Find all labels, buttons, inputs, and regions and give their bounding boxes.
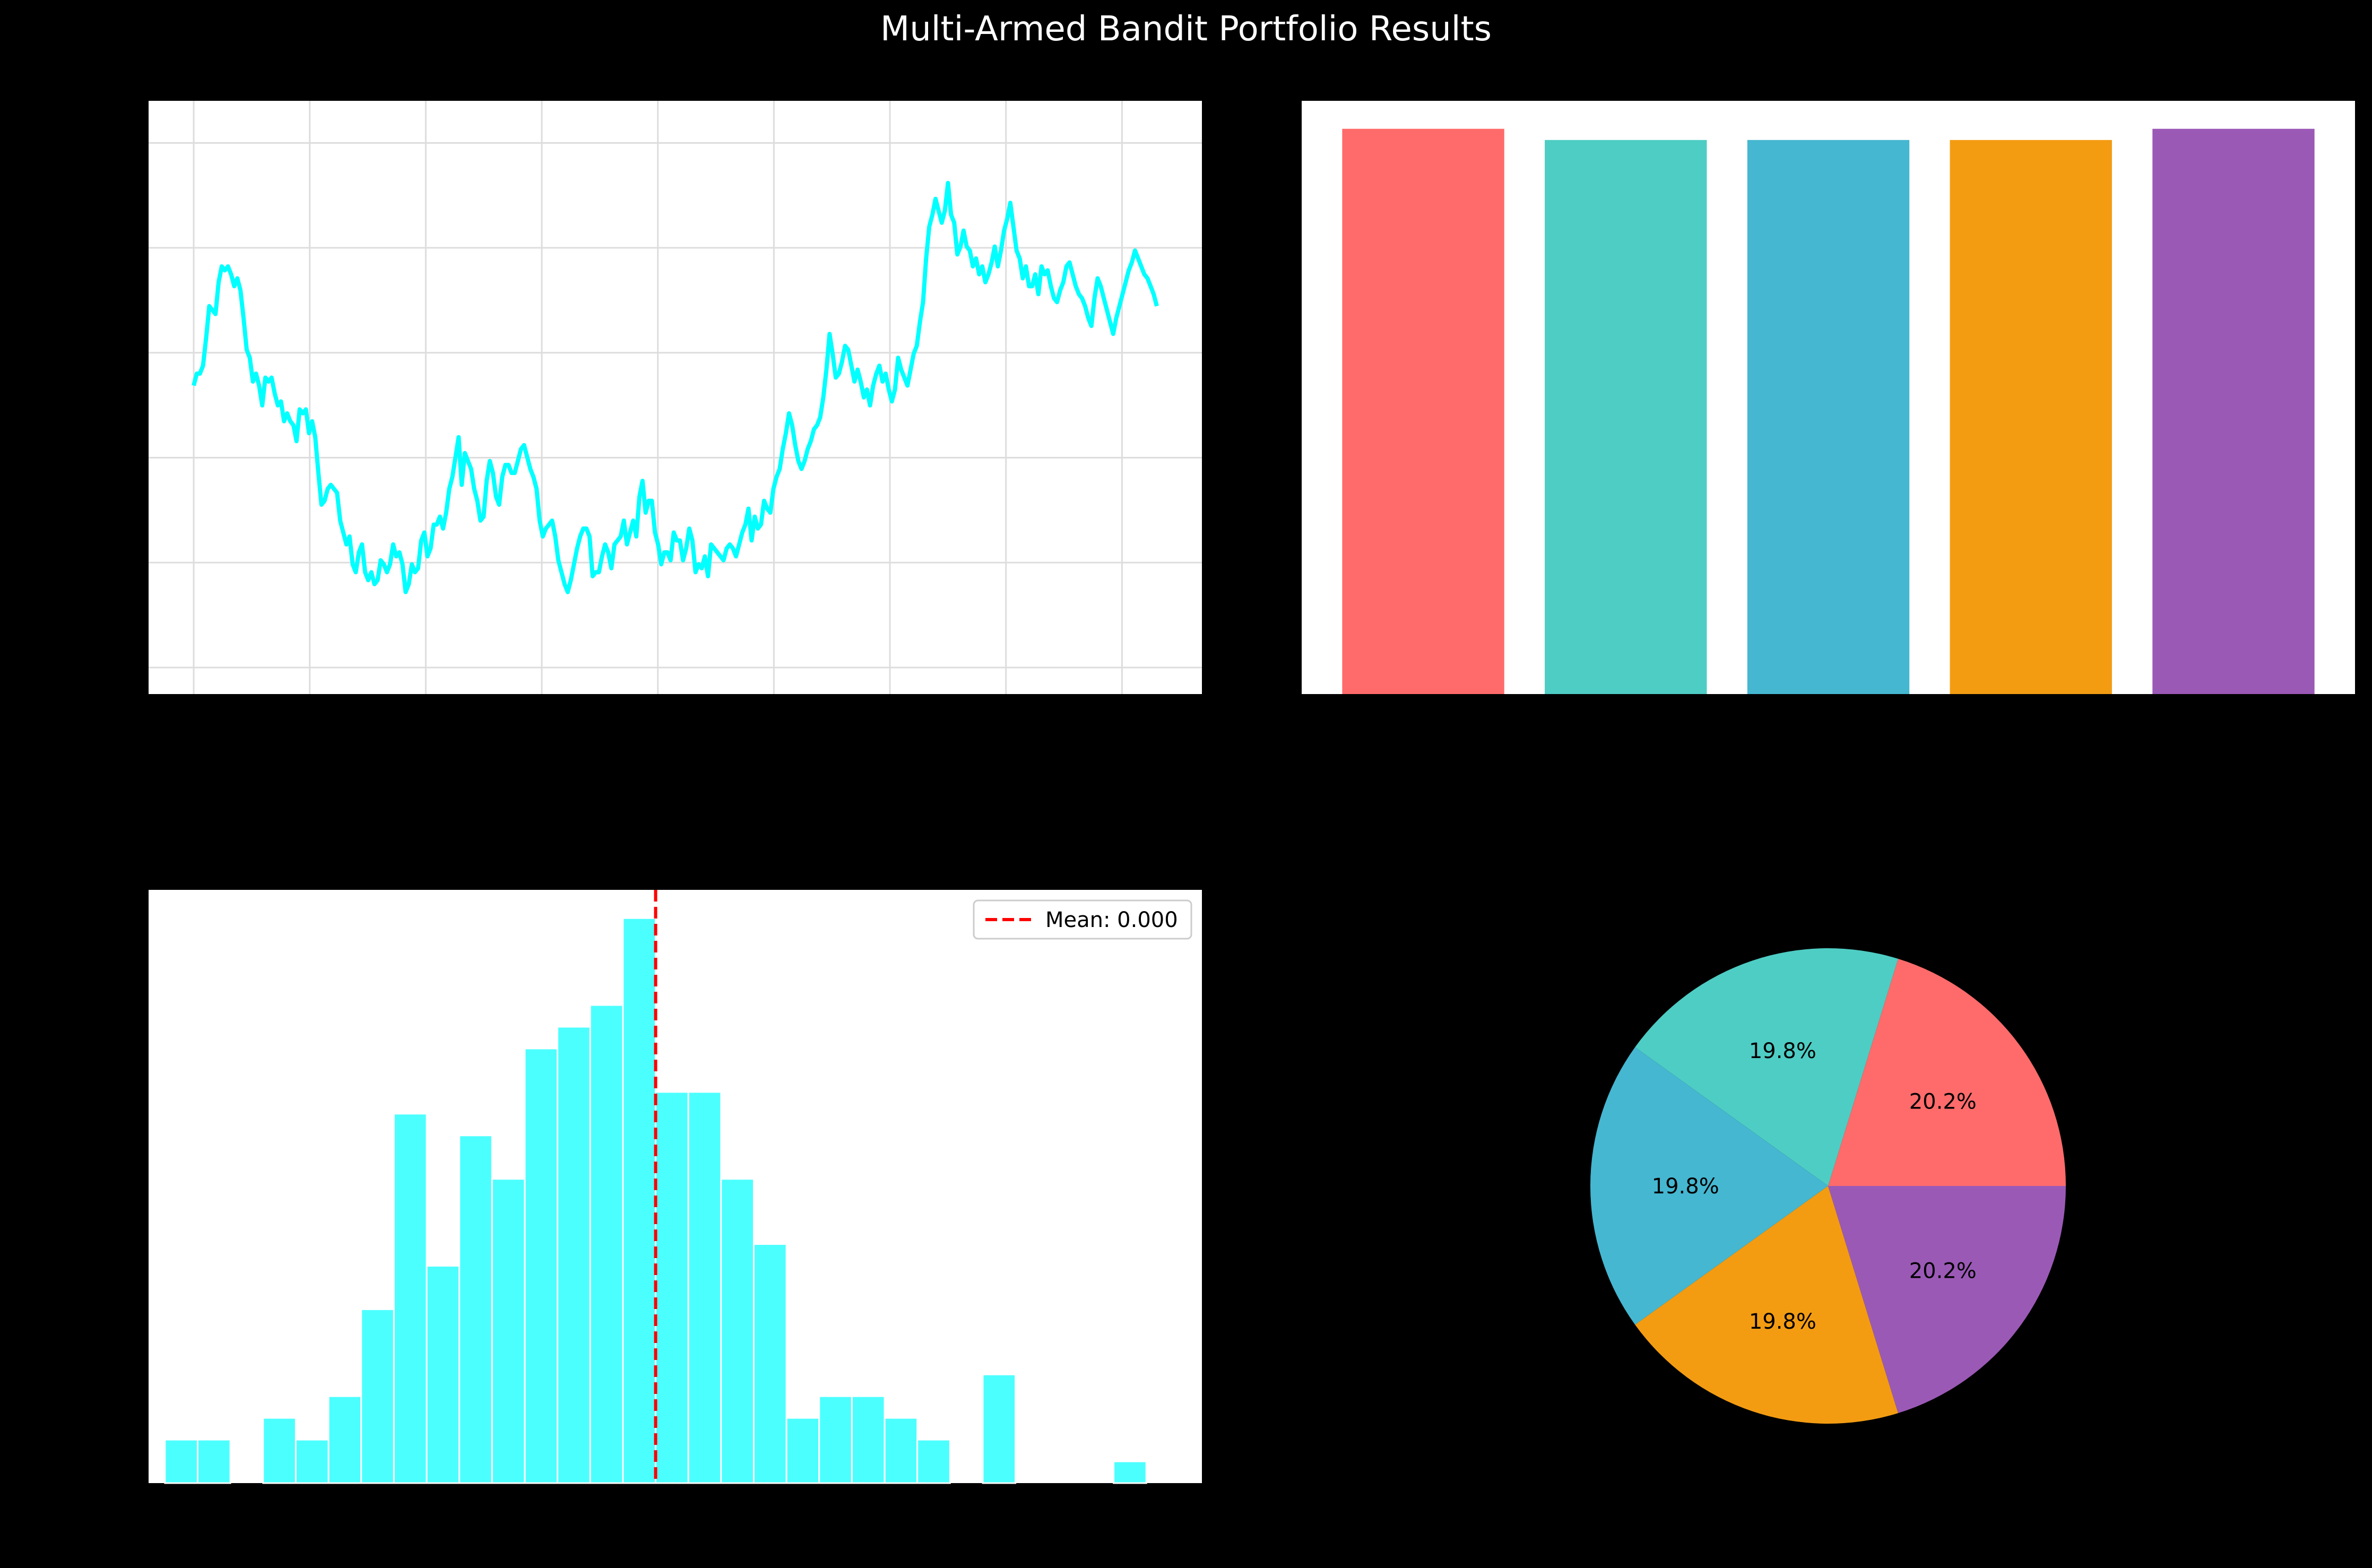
histogram-bar xyxy=(557,1026,591,1484)
bar xyxy=(1545,140,1707,694)
histogram-bar xyxy=(884,1417,919,1484)
pie-slice-label: 20.2% xyxy=(1909,1259,1977,1284)
histogram-bar xyxy=(622,917,657,1484)
line-plot-area xyxy=(149,101,1202,694)
legend-label: Mean: 0.000 xyxy=(1045,908,1178,932)
bar xyxy=(1747,140,1910,694)
histogram-bar xyxy=(295,1439,330,1484)
pie-chart-panel: 20.2% 19.8% 19.8% 19.8% 20.2% xyxy=(1590,948,2066,1424)
histogram-bar xyxy=(589,1004,624,1484)
histogram-bar xyxy=(164,1439,198,1484)
pie-slice xyxy=(1635,948,1898,1186)
pie-slice xyxy=(1828,1186,2066,1414)
histogram-bar xyxy=(426,1264,461,1484)
histogram-panel: Mean: 0.000 xyxy=(149,890,1202,1484)
legend-box xyxy=(973,899,1192,940)
histogram-bar xyxy=(262,1417,297,1484)
histogram-bar xyxy=(524,1047,559,1484)
pie-slice xyxy=(1635,1186,1898,1424)
line-series xyxy=(192,180,1159,594)
bar xyxy=(1342,128,1504,695)
bar-chart-panel xyxy=(1302,101,2355,695)
histogram-bar xyxy=(360,1308,395,1484)
line-gridlines xyxy=(149,101,1202,694)
histogram-bar xyxy=(785,1417,820,1484)
pie-slice-label: 19.8% xyxy=(1652,1174,1719,1199)
pie-slice-label: 20.2% xyxy=(1909,1089,1977,1114)
pie-slice-label: 19.8% xyxy=(1749,1310,1816,1334)
pie-slice-label: 19.8% xyxy=(1749,1039,1816,1063)
histogram-bar xyxy=(982,1373,1017,1484)
histogram-legend: Mean: 0.000 xyxy=(973,899,1192,940)
histogram-bar xyxy=(491,1178,526,1484)
histogram-bar xyxy=(458,1134,493,1484)
histogram-bar xyxy=(720,1178,755,1484)
histogram-bar xyxy=(916,1439,951,1484)
histogram-bar xyxy=(851,1395,886,1484)
histogram-bar xyxy=(393,1113,428,1484)
histogram-bar xyxy=(818,1395,853,1484)
histogram-bar xyxy=(655,1091,689,1484)
bar xyxy=(2152,128,2315,695)
histogram-bar xyxy=(687,1091,722,1484)
histogram-bar xyxy=(1113,1460,1147,1484)
bar xyxy=(1950,140,2112,694)
figure-title: Multi-Armed Bandit Portfolio Results xyxy=(880,10,1492,49)
histogram-bar xyxy=(196,1439,231,1484)
histogram-bar xyxy=(327,1395,362,1484)
pie-slice xyxy=(1590,1047,1828,1325)
histogram-bar xyxy=(752,1243,787,1484)
line-chart-panel xyxy=(149,101,1202,694)
pie-slice xyxy=(1828,958,2066,1186)
